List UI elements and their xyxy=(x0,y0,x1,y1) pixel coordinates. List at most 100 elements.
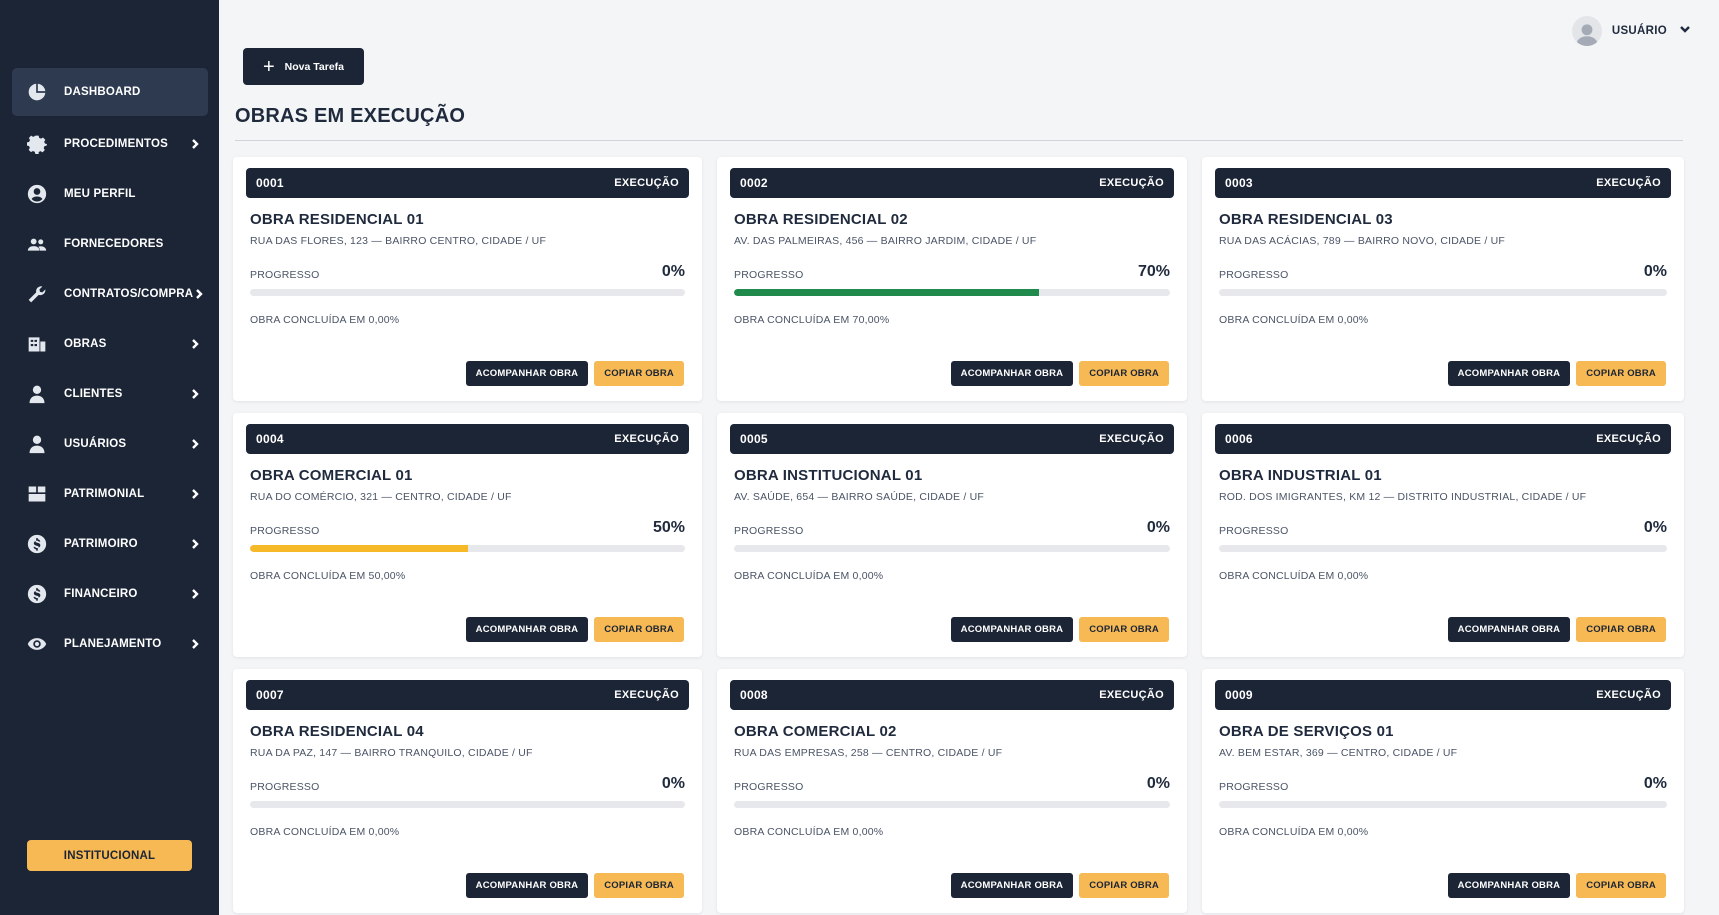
title-divider xyxy=(235,140,1683,141)
sidebar-item-fornecedores[interactable]: FORNECEDORES xyxy=(12,219,208,269)
sidebar-item-usu-rios[interactable]: USUÁRIOS xyxy=(12,419,208,469)
follow-obra-button[interactable]: ACOMPANHAR OBRA xyxy=(465,361,589,386)
status-badge: EXECUÇÃO xyxy=(1099,177,1164,189)
avatar-icon xyxy=(1571,16,1602,46)
sidebar-item-meu-perfil[interactable]: MEU PERFIL xyxy=(12,169,208,219)
follow-obra-button[interactable]: ACOMPANHAR OBRA xyxy=(1447,617,1571,642)
progress-label: PROGRESSO xyxy=(1219,269,1289,281)
card-actions: ACOMPANHAR OBRA COPIAR OBRA xyxy=(465,361,684,386)
sidebar-item-procedimentos[interactable]: PROCEDIMENTOS xyxy=(12,119,208,169)
gear-icon xyxy=(26,133,48,155)
sidebar-item-label: USUÁRIOS xyxy=(64,438,127,450)
copy-obra-button[interactable]: COPIAR OBRA xyxy=(594,617,684,642)
chevron-right-icon xyxy=(188,637,202,651)
card-header: 0007 EXECUÇÃO xyxy=(246,680,689,710)
copy-obra-button[interactable]: COPIAR OBRA xyxy=(1079,617,1169,642)
new-task-button[interactable]: + Nova Tarefa xyxy=(243,48,364,85)
copy-obra-button[interactable]: COPIAR OBRA xyxy=(1079,873,1169,898)
obra-address: RUA DAS EMPRESAS, 258 — CENTRO, CIDADE /… xyxy=(734,747,1003,759)
obra-card: 0008 EXECUÇÃO OBRA COMERCIAL 02 RUA DAS EMP… xyxy=(717,669,1187,913)
card-header: 0005 EXECUÇÃO xyxy=(730,424,1174,454)
institucional-button[interactable]: INSTITUCIONAL xyxy=(27,840,192,871)
progress-bar xyxy=(1219,289,1667,296)
status-badge: EXECUÇÃO xyxy=(1099,689,1164,701)
status-badge: EXECUÇÃO xyxy=(1596,177,1661,189)
progress-value: 50% xyxy=(652,519,685,536)
completion-text: OBRA CONCLUÍDA EM 0,00% xyxy=(1219,826,1369,838)
copy-obra-button[interactable]: COPIAR OBRA xyxy=(594,361,684,386)
completion-text: OBRA CONCLUÍDA EM 0,00% xyxy=(1219,314,1369,326)
progress-label: PROGRESSO xyxy=(734,525,804,537)
progress-row: PROGRESSO 0% xyxy=(730,519,1174,537)
follow-obra-button[interactable]: ACOMPANHAR OBRA xyxy=(465,873,589,898)
card-actions: ACOMPANHAR OBRA COPIAR OBRA xyxy=(1447,617,1666,642)
obra-address: AV. BEM ESTAR, 369 — CENTRO, CIDADE / UF xyxy=(1219,747,1458,759)
copy-obra-button[interactable]: COPIAR OBRA xyxy=(1079,361,1169,386)
obra-code: 0004 xyxy=(256,432,284,446)
obra-card: 0002 EXECUÇÃO OBRA RESIDENCIAL 02 AV. DAS P… xyxy=(717,157,1187,401)
follow-obra-button[interactable]: ACOMPANHAR OBRA xyxy=(950,617,1074,642)
obra-address: RUA DAS FLORES, 123 — BAIRRO CENTRO, CID… xyxy=(250,235,547,247)
progress-value: 0% xyxy=(1643,519,1667,536)
sidebar-item-patrimonial[interactable]: PATRIMONIAL xyxy=(12,469,208,519)
copy-obra-button[interactable]: COPIAR OBRA xyxy=(1576,361,1666,386)
card-actions: ACOMPANHAR OBRA COPIAR OBRA xyxy=(465,873,684,898)
sidebar-item-obras[interactable]: OBRAS xyxy=(12,319,208,369)
card-actions: ACOMPANHAR OBRA COPIAR OBRA xyxy=(950,361,1169,386)
obra-address: AV. SAÚDE, 654 — BAIRRO SAÚDE, CIDADE / … xyxy=(734,491,984,503)
pie-chart-icon xyxy=(26,81,48,103)
user-circle-icon xyxy=(26,183,48,205)
person-icon xyxy=(26,383,48,405)
obra-name: OBRA RESIDENCIAL 04 xyxy=(250,723,424,740)
copy-obra-button[interactable]: COPIAR OBRA xyxy=(1576,617,1666,642)
follow-obra-button[interactable]: ACOMPANHAR OBRA xyxy=(950,361,1074,386)
completion-text: OBRA CONCLUÍDA EM 0,00% xyxy=(250,826,400,838)
sidebar-item-label: FORNECEDORES xyxy=(64,238,164,250)
follow-obra-button[interactable]: ACOMPANHAR OBRA xyxy=(1447,361,1571,386)
sidebar-item-contratos-compra[interactable]: CONTRATOS/COMPRA xyxy=(12,269,208,319)
follow-obra-button[interactable]: ACOMPANHAR OBRA xyxy=(950,873,1074,898)
sidebar-item-planejamento[interactable]: PLANEJAMENTO xyxy=(12,619,208,669)
progress-bar xyxy=(250,801,685,808)
progress-label: PROGRESSO xyxy=(250,525,320,537)
wrench-icon xyxy=(26,283,48,305)
sidebar-item-dashboard[interactable]: DASHBOARD xyxy=(12,68,208,116)
progress-bar xyxy=(734,545,1170,552)
completion-text: OBRA CONCLUÍDA EM 0,00% xyxy=(1219,570,1369,582)
follow-obra-button[interactable]: ACOMPANHAR OBRA xyxy=(1447,873,1571,898)
card-header: 0002 EXECUÇÃO xyxy=(730,168,1174,198)
status-badge: EXECUÇÃO xyxy=(614,689,679,701)
sidebar-item-financeiro[interactable]: FINANCEIRO xyxy=(12,569,208,619)
user-menu[interactable]: USUÁRIO xyxy=(1571,16,1691,46)
sidebar-item-clientes[interactable]: CLIENTES xyxy=(12,369,208,419)
progress-value: 0% xyxy=(1146,775,1170,792)
copy-obra-button[interactable]: COPIAR OBRA xyxy=(594,873,684,898)
card-actions: ACOMPANHAR OBRA COPIAR OBRA xyxy=(950,617,1169,642)
copy-obra-button[interactable]: COPIAR OBRA xyxy=(1576,873,1666,898)
chevron-right-icon xyxy=(188,437,202,451)
sidebar-item-label: PROCEDIMENTOS xyxy=(64,138,168,150)
chevron-right-icon xyxy=(188,387,202,401)
card-header: 0004 EXECUÇÃO xyxy=(246,424,689,454)
obra-name: OBRA DE SERVIÇOS 01 xyxy=(1219,723,1394,740)
progress-value: 0% xyxy=(1643,263,1667,280)
building-icon xyxy=(26,333,48,355)
completion-text: OBRA CONCLUÍDA EM 0,00% xyxy=(734,826,884,838)
person-icon xyxy=(26,433,48,455)
chevron-right-icon xyxy=(188,537,202,551)
obra-card: 0004 EXECUÇÃO OBRA COMERCIAL 01 RUA DO COMÉ… xyxy=(233,413,702,657)
progress-label: PROGRESSO xyxy=(1219,781,1289,793)
progress-bar xyxy=(250,545,685,552)
progress-row: PROGRESSO 50% xyxy=(246,519,689,537)
chevron-right-icon xyxy=(188,487,202,501)
progress-bar-fill xyxy=(734,289,1040,296)
sidebar-item-patrimoiro[interactable]: PATRIMOIRO xyxy=(12,519,208,569)
obra-name: OBRA INDUSTRIAL 01 xyxy=(1219,467,1382,484)
completion-text: OBRA CONCLUÍDA EM 50,00% xyxy=(250,570,406,582)
card-header: 0009 EXECUÇÃO xyxy=(1215,680,1671,710)
progress-row: PROGRESSO 0% xyxy=(246,775,689,793)
progress-row: PROGRESSO 0% xyxy=(730,775,1174,793)
card-header: 0008 EXECUÇÃO xyxy=(730,680,1174,710)
follow-obra-button[interactable]: ACOMPANHAR OBRA xyxy=(465,617,589,642)
sidebar-item-label: CONTRATOS/COMPRA xyxy=(64,288,194,300)
